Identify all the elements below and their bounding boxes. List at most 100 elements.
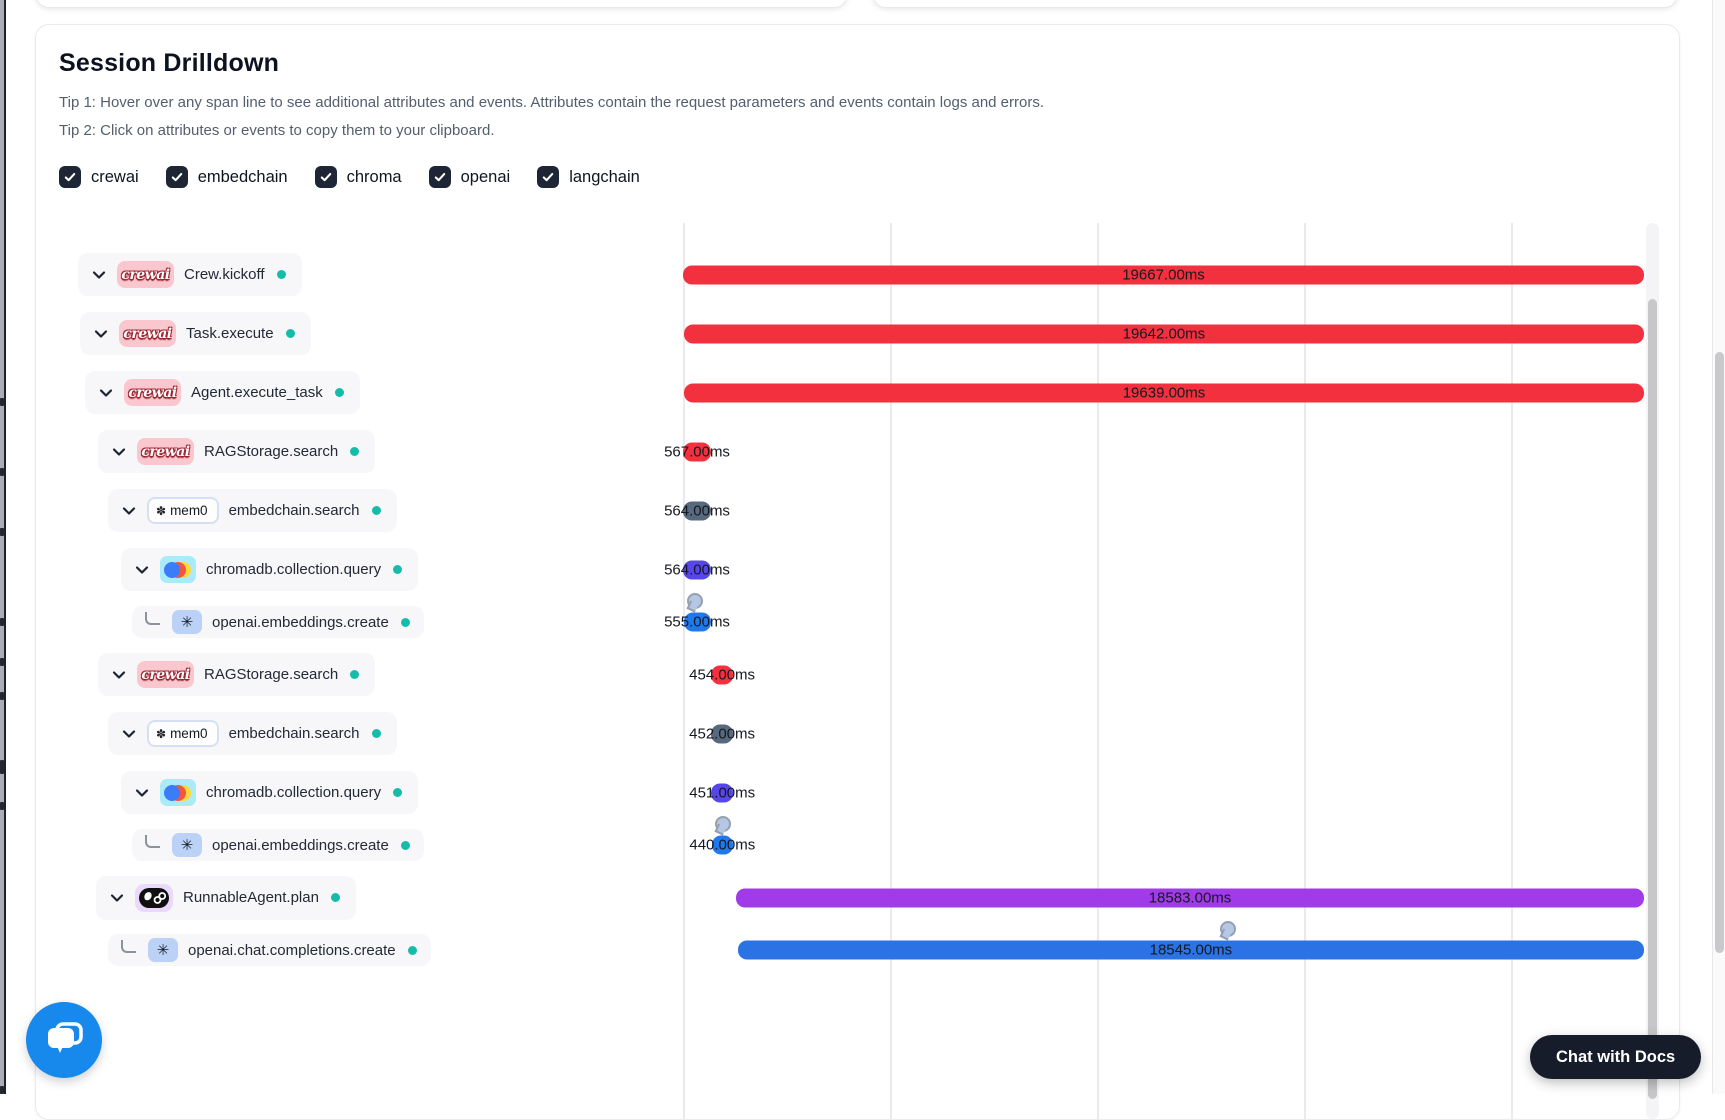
checkbox-checked-icon[interactable] bbox=[59, 166, 81, 188]
waterfall-lane: 555.00ms bbox=[664, 593, 1644, 645]
span-name: RAGStorage.search bbox=[204, 666, 339, 683]
span-pill[interactable]: chromadb.collection.query bbox=[121, 548, 419, 591]
event-bubble-icon[interactable] bbox=[1219, 921, 1236, 937]
status-dot bbox=[285, 329, 295, 338]
filter-label: embedchain bbox=[197, 167, 288, 186]
chevron-down-icon[interactable] bbox=[134, 785, 150, 801]
duration-label: 451.00ms bbox=[689, 784, 756, 801]
span-bar[interactable] bbox=[683, 501, 711, 520]
duration-label: 19642.00ms bbox=[1122, 325, 1206, 342]
span-rows: crewai Crew.kickoff 19667.00ms crewai Task.e… bbox=[36, 245, 1644, 973]
elbow-connector-icon bbox=[121, 939, 136, 953]
span-bar[interactable]: 19642.00ms bbox=[684, 324, 1644, 343]
chevron-down-icon[interactable] bbox=[134, 562, 150, 578]
chevron-down-icon[interactable] bbox=[121, 503, 137, 519]
status-dot bbox=[350, 670, 360, 679]
chevron-down-icon[interactable] bbox=[109, 890, 125, 906]
filter-label: crewai bbox=[91, 167, 139, 186]
elbow-connector-icon bbox=[145, 611, 160, 625]
crewai-logo: crewai bbox=[137, 438, 194, 465]
span-row: chromadb.collection.query 451.00ms bbox=[36, 763, 1644, 822]
span-row: crewai Agent.execute_task 19639.00ms bbox=[36, 363, 1644, 422]
page-scrollbar[interactable] bbox=[1712, 0, 1725, 1094]
span-pill[interactable]: crewai Agent.execute_task bbox=[85, 371, 360, 414]
span-pill[interactable]: crewai RAGStorage.search bbox=[98, 430, 376, 473]
span-bar[interactable]: 18583.00ms bbox=[736, 888, 1644, 907]
span-pill[interactable]: ✳ openai.embeddings.create bbox=[132, 606, 424, 638]
chevron-down-icon[interactable] bbox=[91, 267, 107, 283]
span-row: ✽ mem0 embedchain.search 452.00ms bbox=[36, 704, 1644, 763]
filter-checkbox-langchain[interactable]: langchain bbox=[537, 166, 640, 188]
status-dot bbox=[400, 840, 410, 850]
span-bar[interactable] bbox=[711, 835, 734, 855]
chevron-down-icon[interactable] bbox=[111, 667, 127, 683]
status-dot bbox=[276, 270, 286, 279]
status-dot bbox=[371, 729, 381, 738]
span-row: chromadb.collection.query 564.00ms bbox=[36, 540, 1644, 599]
span-pill[interactable]: crewai RAGStorage.search bbox=[98, 653, 376, 696]
filter-checkbox-chroma[interactable]: chroma bbox=[314, 166, 402, 188]
span-name: embedchain.search bbox=[228, 502, 360, 519]
span-bar[interactable] bbox=[683, 612, 711, 632]
openai-logo: ✳ bbox=[172, 833, 202, 857]
openai-logo: ✳ bbox=[148, 938, 178, 962]
status-dot bbox=[330, 893, 340, 902]
chevron-down-icon[interactable] bbox=[111, 444, 127, 460]
span-pill[interactable]: chromadb.collection.query bbox=[121, 771, 419, 814]
span-bar[interactable]: 19667.00ms bbox=[683, 265, 1644, 284]
span-name: Task.execute bbox=[186, 325, 274, 342]
span-pill[interactable]: ✳ openai.chat.completions.create bbox=[108, 934, 431, 966]
duration-label: 564.00ms bbox=[664, 561, 730, 578]
chat-with-docs-button[interactable]: Chat with Docs bbox=[1530, 1035, 1702, 1079]
checkbox-checked-icon[interactable] bbox=[314, 166, 337, 188]
span-name: Agent.execute_task bbox=[191, 384, 323, 401]
waterfall-lane: 564.00ms bbox=[664, 540, 1644, 599]
duration-label: 19639.00ms bbox=[1122, 384, 1206, 401]
checkbox-checked-icon[interactable] bbox=[537, 166, 560, 188]
chart-scrollbar[interactable] bbox=[1646, 223, 1659, 1119]
span-row: crewai RAGStorage.search 567.00ms bbox=[36, 422, 1644, 481]
span-bar[interactable] bbox=[711, 665, 734, 684]
status-dot bbox=[400, 617, 410, 627]
duration-label: 18583.00ms bbox=[1148, 889, 1232, 906]
span-pill[interactable]: ✽ mem0 embedchain.search bbox=[108, 712, 397, 755]
session-drilldown-card: Session Drilldown Tip 1: Hover over any … bbox=[35, 24, 1680, 1120]
status-dot bbox=[334, 388, 344, 397]
span-bar[interactable] bbox=[683, 442, 711, 461]
checkbox-checked-icon[interactable] bbox=[428, 166, 451, 188]
span-bar[interactable] bbox=[683, 560, 711, 579]
library-filters: crewai embedchain chroma openai langchain bbox=[59, 166, 1679, 188]
status-dot bbox=[407, 945, 417, 955]
span-bar[interactable]: 18545.00ms bbox=[737, 940, 1644, 960]
chevron-down-icon[interactable] bbox=[93, 326, 109, 342]
chart-scrollbar-thumb[interactable] bbox=[1648, 299, 1657, 1099]
page-scrollbar-thumb[interactable] bbox=[1715, 352, 1724, 953]
span-name: openai.chat.completions.create bbox=[188, 941, 396, 959]
span-pill[interactable]: crewai Crew.kickoff bbox=[78, 253, 302, 296]
duration-label: 452.00ms bbox=[689, 725, 756, 742]
span-pill[interactable]: crewai Task.execute bbox=[80, 312, 311, 355]
span-pill[interactable]: ✽ mem0 embedchain.search bbox=[108, 489, 397, 532]
event-bubble-icon[interactable] bbox=[715, 816, 732, 832]
span-pill[interactable]: ✳ openai.embeddings.create bbox=[132, 829, 424, 861]
chroma-logo bbox=[160, 779, 196, 806]
filter-checkbox-crewai[interactable]: crewai bbox=[59, 166, 139, 188]
filter-checkbox-openai[interactable]: openai bbox=[428, 166, 510, 188]
filter-checkbox-embedchain[interactable]: embedchain bbox=[165, 166, 288, 188]
span-bar[interactable]: 19639.00ms bbox=[684, 383, 1644, 402]
checkbox-checked-icon[interactable] bbox=[165, 166, 188, 188]
span-name: openai.embeddings.create bbox=[212, 613, 389, 631]
waterfall-lane: 452.00ms bbox=[683, 704, 1644, 763]
chevron-down-icon[interactable] bbox=[121, 726, 137, 742]
chat-widget-button[interactable] bbox=[26, 1002, 102, 1078]
openai-logo: ✳ bbox=[172, 610, 202, 634]
top-panel-left bbox=[35, 0, 848, 8]
crewai-logo: crewai bbox=[124, 379, 181, 406]
chroma-logo bbox=[160, 556, 196, 583]
span-bar[interactable] bbox=[711, 783, 734, 802]
span-bar[interactable] bbox=[711, 724, 734, 743]
mem0-logo: ✽ mem0 bbox=[147, 720, 219, 747]
event-bubble-icon[interactable] bbox=[687, 593, 703, 609]
chevron-down-icon[interactable] bbox=[98, 385, 114, 401]
span-pill[interactable]: RunnableAgent.plan bbox=[96, 875, 356, 920]
